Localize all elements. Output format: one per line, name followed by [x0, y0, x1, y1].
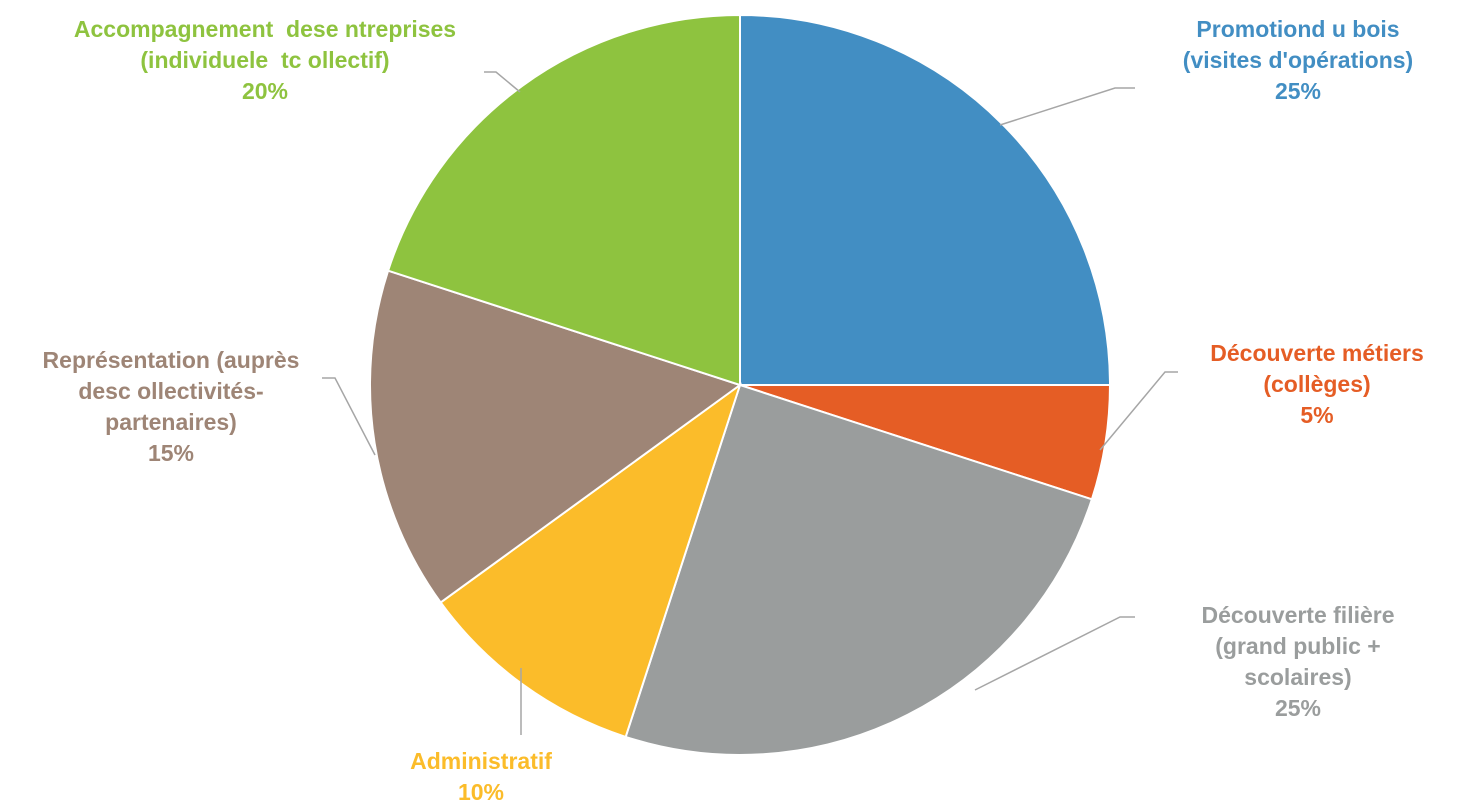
leader-lines: [322, 71, 1178, 735]
pie-slices: [369, 13, 1112, 756]
pie-slice-5: [369, 269, 743, 604]
leader-line-3: [974, 616, 1135, 691]
slice-label-5-line-3: partenaires): [105, 409, 237, 435]
slice-label-5-line-2: desc ollectivités-: [78, 378, 263, 404]
slice-label-5-line-1: Représentation (auprès: [43, 347, 300, 373]
slice-label-2-line-2: (collèges): [1263, 371, 1370, 397]
slice-value-label-5: 15%: [148, 440, 194, 466]
slice-label-1-line-2: (visites d'opérations): [1183, 47, 1413, 73]
leader-line-5: [322, 377, 376, 456]
slice-label-3-line-2: (grand public +: [1215, 633, 1380, 659]
pie-slice-3: [624, 383, 1094, 756]
pie-slice-1: [739, 13, 1112, 386]
slice-value-label-3: 25%: [1275, 695, 1321, 721]
slice-label-6-line-1: Accompagnement dese ntreprises: [74, 16, 456, 42]
leader-line-1: [999, 87, 1135, 126]
slice-labels: Promotiond u bois (visites d'opérations) 2…: [43, 16, 1424, 805]
pie-slice-6: [386, 13, 741, 387]
leader-line-6: [484, 71, 521, 93]
slice-value-label-2: 5%: [1300, 402, 1333, 428]
slice-label-3-line-1: Découverte filière: [1201, 602, 1394, 628]
slice-value-label-6: 20%: [242, 78, 288, 104]
slice-label-4-line-1: Administratif: [410, 748, 552, 774]
slice-label-2-line-1: Découverte métiers: [1210, 340, 1424, 366]
leader-line-2: [1099, 371, 1178, 451]
slice-value-label-4: 10%: [458, 779, 504, 805]
slice-value-label-1: 25%: [1275, 78, 1321, 104]
slice-label-1-line-1: Promotiond u bois: [1196, 16, 1399, 42]
pie-slice-4: [439, 382, 742, 739]
slice-label-6-line-2: (individuele tc ollectif): [140, 47, 389, 73]
slice-label-3-line-3: scolaires): [1244, 664, 1351, 690]
